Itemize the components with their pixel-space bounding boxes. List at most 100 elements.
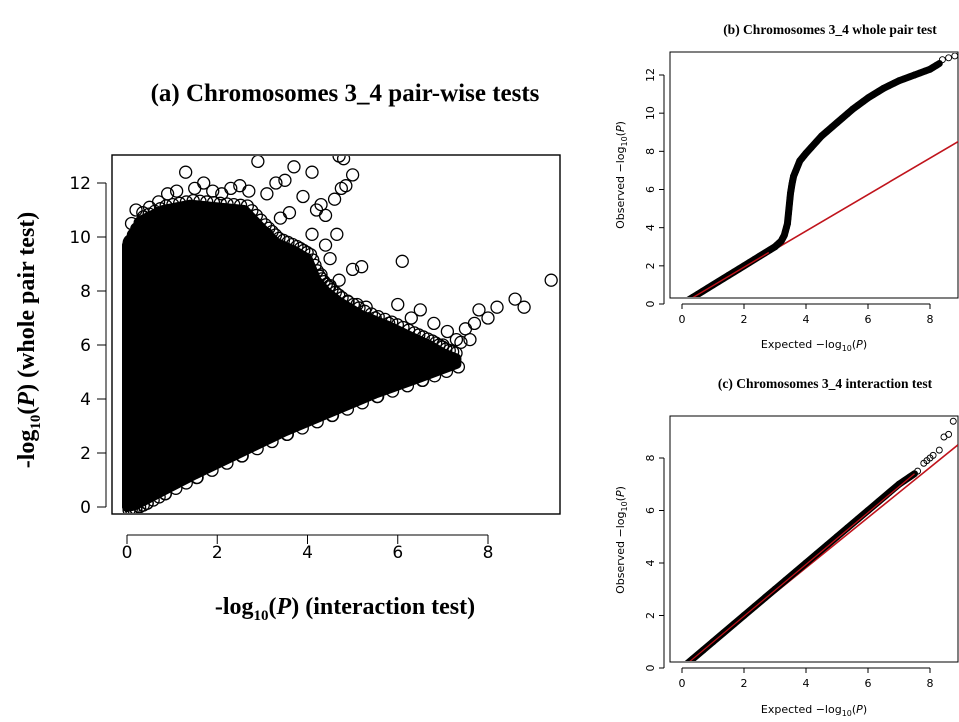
panel-a-edge-point [258,218,273,232]
panel-a-y-tick-label: 8 [80,282,91,302]
panel-c-tail-point [945,430,953,438]
panel-a-point [386,335,400,349]
panel-c-observed-point [689,655,696,661]
panel-b-observed-point [906,73,913,81]
panel-a-point [122,235,136,250]
panel-a-x-tick-label: 2 [212,543,223,563]
panel-b-observed-point [785,205,793,213]
panel-a-edge-point [293,241,307,256]
panel-a-point [206,184,220,198]
panel-c-observed-point [906,473,913,481]
panel-a-edge-point [190,470,204,485]
panel-a-edge-point [205,463,219,477]
panel-a-edge-point [213,196,227,210]
panel-a-point [278,173,292,187]
panel-b-observed-point [780,231,788,239]
panel-a-edge-point [449,346,463,360]
panel-c-observed-point [802,559,810,567]
panel-b-x-tick-label: 6 [865,313,872,326]
panel-b-observed-point [699,287,707,295]
panel-a-x-axis-label: -log10(P) (interaction test) [215,594,475,624]
panel-a-x-axis: 0 2 4 6 8 [122,534,493,563]
panel-c-qq-interaction: (c) Chromosomes 3_4 interaction test 0 2 4… [614,376,959,718]
panel-b-observed-point [823,128,831,135]
panel-c-x-axis-label: Expected −log10(P) [761,703,867,718]
panel-a-edge-point [124,502,138,513]
panel-c-observed-point [709,638,717,646]
panel-b-y-tick-label: 0 [644,301,657,308]
panel-c-y-tick-label: 2 [644,612,657,619]
panel-a-title: (a) Chromosomes 3_4 pair-wise tests [151,80,540,107]
panel-c-tail-point [949,417,957,425]
panel-b-observed-point [807,143,815,151]
panel-a-point [454,335,468,349]
panel-a-point [255,270,270,285]
panel-b-observed-point [781,227,789,235]
panel-a-edge-point [233,198,248,212]
panel-a-point [264,254,279,268]
panel-b-observed-point [789,175,797,183]
panel-a-point [269,176,283,190]
panel-b-observed-point [714,278,722,286]
panel-b-observed-point [786,199,793,207]
panel-b-x-tick-label: 0 [679,313,686,326]
panel-a-edge-point [310,415,324,429]
panel-b-y-tick-label: 2 [644,262,657,269]
panel-a-point [481,311,495,325]
panel-a-point [305,165,319,179]
panel-b-observed-point [689,294,696,297]
panel-a-point [260,187,274,201]
panel-a-plot-frame [111,154,561,515]
panel-b-observed-point [785,210,792,217]
panel-a-point [318,238,333,252]
panel-a-point [339,179,353,193]
panel-b-reference-line-overlay [692,251,770,297]
panel-b-y-tick-label: 6 [644,186,657,193]
panel-a-edge-point [166,197,180,212]
panel-b-observed-point [773,241,781,249]
panel-b-observed-point [921,67,929,75]
panel-c-tail-point [935,446,943,454]
panel-a-edge-point [385,384,400,398]
panel-a-edge-point [429,336,443,350]
panel-b-tail-point [938,56,946,64]
panel-b-observed-point [782,224,790,231]
panel-a-point [345,262,360,277]
panel-a-edge-point [250,442,264,456]
panel-b-observed-point [720,274,727,282]
panel-a-y-tick-label: 2 [80,444,91,464]
panel-b-observed-point [864,94,872,102]
panel-b-observed-point [932,61,940,69]
panel-a-edge-point [193,194,207,208]
panel-a-edge-point [122,503,136,513]
panel-a-point [404,311,418,325]
panel-a-edge-point [129,502,143,513]
panel-b-observed-point [784,215,792,223]
panel-a-pairwise-scatter: (a) Chromosomes 3_4 pair-wise tests 0 2 4 6… [14,80,561,624]
panel-c-y-tick-label: 0 [644,665,657,672]
panel-a-point [278,260,292,274]
panel-a-point [273,211,288,225]
panel-b-y-tick-label: 4 [644,224,657,231]
panel-a-point [359,300,373,314]
panel-a-point [246,262,261,277]
panel-a-point [345,168,360,182]
panel-a-edge-point [227,197,241,212]
panel-c-x-tick-label: 2 [741,677,748,690]
panel-a-point [314,268,328,282]
panel-a-point [427,316,441,331]
panel-b-observed-point [813,138,820,146]
panel-a-point [188,181,202,196]
panel-b-plot-frame [669,51,959,299]
panel-a-point [224,181,238,196]
panel-a-x-tick-label: 0 [122,543,133,563]
panel-a-edge-point [297,243,311,258]
panel-b-observed-point [859,98,867,106]
panel-c-x-tick-label: 6 [865,677,872,690]
panel-a-point [174,216,188,231]
panel-a-point [318,208,333,223]
panel-b-observed-point [786,194,794,202]
panel-a-y-tick-label: 10 [69,228,91,248]
panel-a-point [129,203,143,217]
